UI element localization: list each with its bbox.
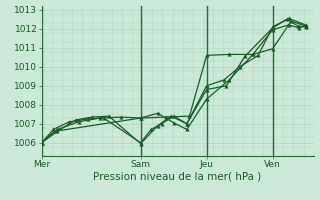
X-axis label: Pression niveau de la mer( hPa ): Pression niveau de la mer( hPa ) (93, 172, 262, 182)
